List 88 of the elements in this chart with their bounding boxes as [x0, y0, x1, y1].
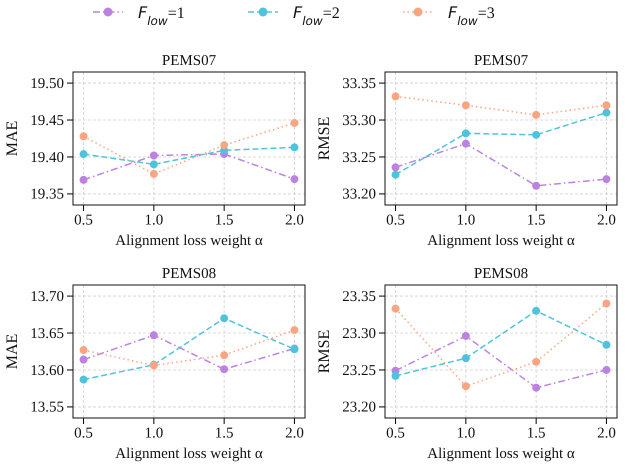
- point: [462, 382, 470, 390]
- point: [150, 170, 158, 178]
- x-tick-label: 2.0: [597, 426, 616, 442]
- point: [462, 129, 470, 138]
- x-tick-label: 0.5: [386, 426, 405, 442]
- chart-title: PEMS07: [162, 53, 217, 69]
- point: [602, 366, 610, 374]
- y-tick-label: 23.35: [342, 288, 376, 305]
- point: [220, 314, 228, 322]
- x-axis-title: Alignment loss weight α: [115, 446, 263, 462]
- point: [290, 175, 298, 184]
- point: [220, 365, 228, 374]
- x-tick-label: 0.5: [74, 426, 93, 442]
- x-tick-label: 1.5: [526, 212, 546, 229]
- x-tick-label: 1.0: [456, 212, 476, 229]
- point: [532, 130, 540, 139]
- point: [602, 108, 610, 117]
- point: [462, 332, 470, 340]
- y-tick-label: 13.55: [30, 400, 64, 416]
- y-tick-label: 23.30: [342, 326, 376, 342]
- point: [602, 175, 610, 184]
- x-axis-title: Alignment loss weight α: [115, 233, 263, 249]
- y-axis-title: RMSE: [316, 116, 333, 160]
- y-axis-title: RMSE: [316, 330, 333, 374]
- y-tick-label: 19.40: [30, 150, 64, 166]
- point: [220, 351, 228, 360]
- point: [392, 372, 400, 380]
- x-tick-label: 2.0: [285, 212, 304, 229]
- point: [150, 160, 158, 168]
- y-axis-title: MAE: [4, 334, 21, 370]
- y-tick-label: 33.20: [342, 186, 376, 203]
- y-tick-label: 19.35: [30, 186, 64, 203]
- x-tick-label: 0.5: [386, 212, 405, 229]
- point: [532, 110, 540, 119]
- point: [392, 304, 400, 313]
- x-tick-label: 2.0: [285, 426, 304, 442]
- point: [462, 101, 470, 110]
- y-tick-label: 23.25: [342, 362, 376, 379]
- legend-label: F$_{low}$=2: [293, 3, 340, 28]
- x-tick-label: 1.5: [526, 426, 546, 442]
- x-tick-label: 1.0: [456, 426, 476, 442]
- x-tick-label: 0.5: [74, 212, 93, 229]
- x-tick-label: 1.5: [214, 426, 234, 442]
- y-tick-label: 33.30: [342, 112, 376, 129]
- y-tick-label: 13.70: [30, 288, 64, 305]
- x-axis-title: Alignment loss weight α: [427, 446, 575, 462]
- point: [290, 326, 298, 334]
- point: [462, 354, 470, 362]
- x-axis-title: Alignment loss weight α: [427, 233, 575, 249]
- point: [392, 163, 400, 172]
- chart-title: PEMS08: [162, 266, 216, 282]
- point: [290, 143, 298, 152]
- x-tick-label: 2.0: [597, 212, 616, 229]
- point: [80, 132, 88, 140]
- point: [392, 92, 400, 100]
- legend-label: F$_{low}$=1: [138, 3, 185, 28]
- y-tick-label: 33.25: [342, 150, 376, 166]
- point: [532, 358, 540, 366]
- point: [532, 384, 540, 392]
- point: [220, 141, 228, 150]
- point: [80, 346, 88, 354]
- point: [80, 150, 88, 158]
- point: [602, 101, 610, 110]
- point: [150, 331, 158, 340]
- point: [80, 176, 88, 184]
- point: [392, 170, 400, 179]
- y-tick-label: 13.65: [30, 326, 64, 342]
- point: [602, 340, 610, 349]
- point: [532, 182, 540, 190]
- point: [462, 140, 470, 148]
- y-tick-label: 23.20: [342, 400, 376, 416]
- y-tick-label: 19.50: [30, 76, 64, 92]
- y-axis-title: MAE: [4, 120, 21, 156]
- x-tick-label: 1.0: [144, 426, 164, 442]
- point: [80, 356, 88, 364]
- x-tick-label: 1.5: [214, 212, 234, 229]
- chart-title: PEMS07: [474, 53, 529, 69]
- chart-title: PEMS08: [474, 266, 528, 282]
- point: [290, 119, 298, 127]
- point: [80, 376, 88, 384]
- y-tick-label: 33.35: [342, 76, 376, 92]
- point: [532, 306, 540, 315]
- x-tick-label: 1.0: [144, 212, 164, 229]
- y-tick-label: 13.60: [30, 362, 64, 379]
- point: [602, 299, 610, 308]
- point: [150, 152, 158, 160]
- y-tick-label: 19.45: [30, 112, 64, 129]
- legend-label: F$_{low}$=3: [448, 3, 495, 28]
